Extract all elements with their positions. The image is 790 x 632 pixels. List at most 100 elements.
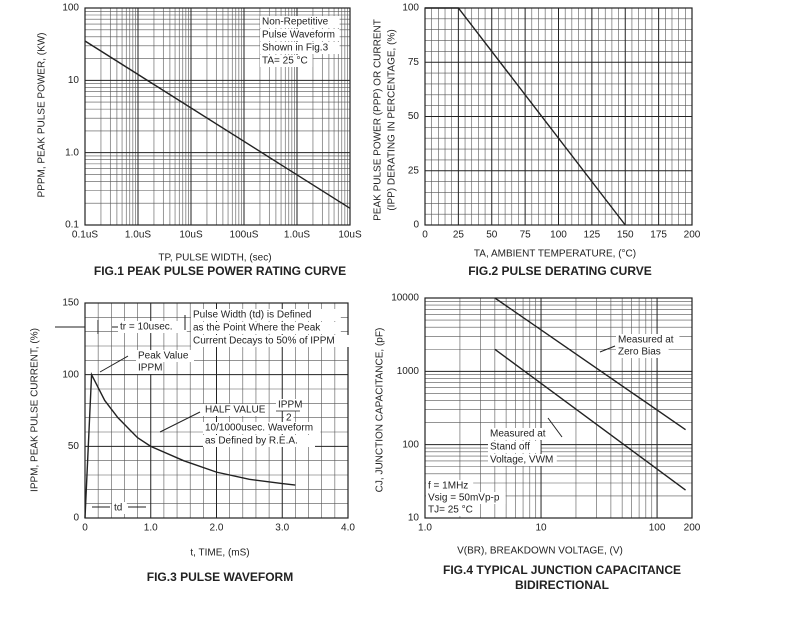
annotation: HALF VALUE	[205, 405, 266, 416]
y-tick-label: 0	[413, 220, 419, 231]
y-tick-label: 0	[73, 513, 79, 524]
annotation-bg	[191, 322, 341, 334]
data-line	[84, 40, 351, 209]
data-line	[494, 297, 686, 431]
x-axis-label: V(BR), BREAKDOWN VOLTAGE, (V)	[457, 546, 623, 557]
annotation-bg	[426, 504, 479, 516]
y-axis-label: CJ, JUNCTION CAPACITANCE, (pF)	[375, 328, 386, 493]
x-tick-label: 100uS	[230, 230, 259, 241]
annotation: Peak Value	[138, 351, 189, 362]
annotation-bg	[112, 502, 127, 514]
x-tick-label: 175	[650, 230, 667, 241]
y-tick-label: 50	[68, 441, 80, 452]
annotation: Measured at	[618, 335, 674, 346]
annotation-bg	[260, 16, 340, 28]
annotation: IPPM	[138, 363, 162, 374]
x-tick-label: 10uS	[179, 230, 203, 241]
x-tick-label: 10uS	[338, 230, 362, 241]
x-tick-label: 100	[550, 230, 567, 241]
annotation: Pulse Width (td) is Defined	[193, 310, 311, 321]
annotation-bg	[426, 480, 474, 492]
pointer-line	[99, 355, 129, 373]
x-tick-label: 50	[486, 230, 498, 241]
annotation-bg	[191, 335, 352, 347]
y-tick-label: 100	[62, 369, 79, 380]
annotation-bg	[616, 346, 669, 358]
annotation: td	[114, 503, 122, 514]
annotation-bg	[260, 55, 313, 67]
annotation: f = 1MHz	[428, 481, 468, 492]
y-tick-label: 10	[408, 513, 420, 524]
chart-title: FIG.2 PULSE DERATING CURVE	[468, 264, 652, 278]
annotation: Zero Bias	[618, 347, 661, 358]
y-tick-label: 0.1	[65, 220, 79, 231]
x-tick-label: 3.0	[275, 523, 289, 534]
y-tick-label: 75	[408, 57, 420, 68]
annotation-bg	[488, 441, 541, 453]
annotation: 2	[286, 413, 292, 424]
x-tick-label: 75	[520, 230, 532, 241]
plot-frame	[424, 7, 693, 226]
chart-title: FIG.4 TYPICAL JUNCTION CAPACITANCE	[443, 563, 681, 577]
x-tick-label: 125	[584, 230, 601, 241]
data-line	[494, 348, 686, 491]
x-tick-label: 200	[684, 523, 701, 534]
y-tick-label: 100	[402, 3, 419, 14]
annotation: TA= 25 °C	[262, 56, 308, 67]
pointer-line	[599, 345, 616, 353]
x-axis-label: t, TIME, (mS)	[190, 548, 249, 559]
x-tick-label: 1.0uS	[125, 230, 151, 241]
x-tick-label: 100	[649, 523, 666, 534]
x-tick-label: 4.0	[341, 523, 355, 534]
annotation: Voltage, VWM	[490, 455, 553, 466]
annotation-bg	[616, 334, 680, 346]
annotation: Current Decays to 50% of IPPM	[193, 336, 335, 347]
annotation-bg	[136, 362, 162, 374]
y-tick-label: 100	[62, 3, 79, 14]
annotation-bg	[488, 428, 552, 440]
y-axis-label: PEAK PULSE POWER (PPP) OR CURRENT	[373, 19, 384, 221]
annotation-bg	[426, 492, 506, 504]
y-tick-label: 150	[62, 298, 79, 309]
y-tick-label: 10000	[391, 293, 419, 304]
y-tick-label: 1000	[397, 366, 420, 377]
x-tick-label: 200	[684, 230, 701, 241]
x-tick-label: 0	[422, 230, 428, 241]
x-tick-label: 2.0	[210, 523, 224, 534]
plot-frame	[84, 302, 349, 519]
plot-frame	[84, 7, 351, 226]
y-tick-label: 25	[408, 165, 420, 176]
chart-title: BIDIRECTIONAL	[515, 578, 609, 592]
x-tick-label: 0	[82, 523, 88, 534]
chart-title: FIG.3 PULSE WAVEFORM	[147, 570, 293, 584]
annotation: Shown in Fig.3	[262, 43, 329, 54]
annotation-bg	[203, 435, 315, 447]
annotation-bg	[191, 309, 341, 321]
annotation: 10/1000usec. Waveform	[205, 423, 313, 434]
annotation-bg	[203, 422, 321, 434]
x-tick-label: 0.1uS	[72, 230, 98, 241]
annotation: Non-Repetitive	[262, 17, 329, 28]
pointer-line	[547, 417, 563, 438]
annotation-bg	[260, 42, 340, 54]
y-tick-label: 50	[408, 111, 420, 122]
x-tick-label: 150	[617, 230, 634, 241]
plot-frame	[424, 297, 693, 519]
chart-title: FIG.1 PEAK PULSE POWER RATING CURVE	[94, 264, 346, 278]
annotation: Stand off	[490, 442, 530, 453]
x-axis-label: TP, PULSE WIDTH, (sec)	[158, 253, 271, 264]
data-line	[84, 371, 296, 519]
pointer-line	[159, 411, 201, 433]
annotation-bg	[276, 399, 302, 411]
y-tick-label: 100	[402, 439, 419, 450]
annotation-bg	[136, 350, 194, 362]
annotation: Measured at	[490, 429, 546, 440]
annotation: Pulse Waveform	[262, 30, 335, 41]
y-axis-label: PPPM, PEAK PULSE POWER, (KW)	[37, 32, 48, 197]
y-tick-label: 1.0	[65, 147, 79, 158]
y-axis-label: (IPP) DERATING IN PERCENTAGE, (%)	[387, 29, 398, 210]
annotation-bg	[488, 454, 557, 466]
annotation: TJ= 25 °C	[428, 505, 473, 516]
annotation: as the Point Where the Peak	[193, 323, 321, 334]
annotation-bg	[284, 412, 294, 424]
